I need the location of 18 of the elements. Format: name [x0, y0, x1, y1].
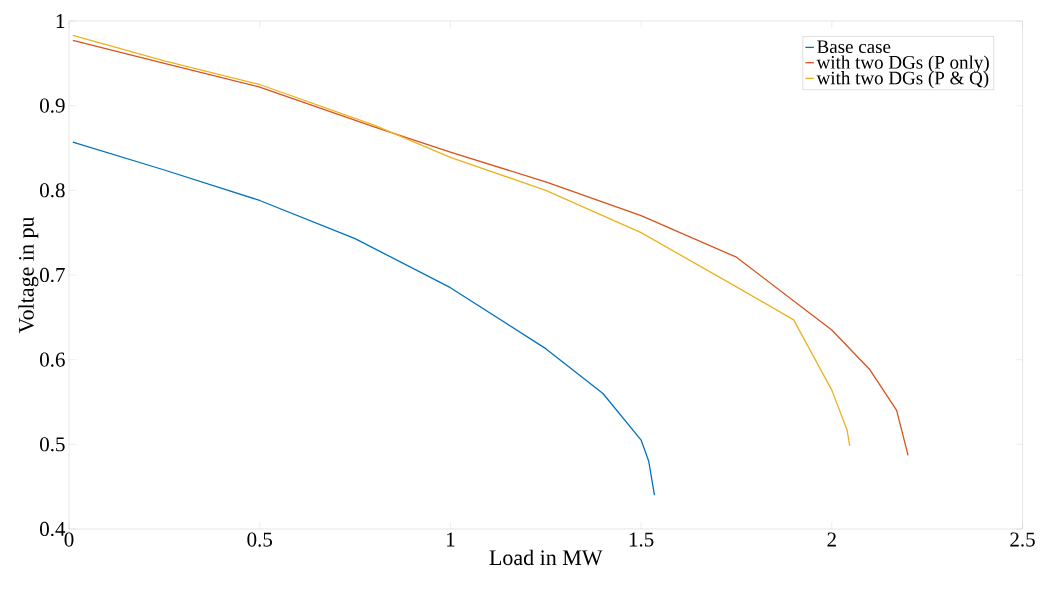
y-tick-label: 0.7 [40, 267, 65, 283]
line-series [72, 141, 656, 496]
y-tick-label: 0.8 [40, 183, 65, 198]
y-tick-label: 0.9 [40, 98, 65, 113]
x-tick-label: 0 [64, 532, 74, 547]
x-tick-label: 1 [447, 532, 455, 547]
y-axis-title: Voltage in pu [18, 216, 39, 334]
y-tick-label: 1 [56, 14, 65, 28]
y-tick-label: 0.4 [40, 521, 66, 537]
legend-label: Base case [817, 40, 891, 54]
x-tick-label: 0.5 [247, 532, 273, 547]
y-tick-label: 0.6 [40, 352, 65, 367]
x-tick-label: 2.5 [1010, 532, 1035, 547]
x-tick-label: 1.5 [629, 532, 654, 547]
x-tick-label: 2 [827, 532, 836, 547]
y-tick-label: 0.5 [40, 437, 65, 452]
legend-label: with two DGs (P & Q) [816, 71, 989, 89]
x-axis-title: Load in MW [489, 549, 603, 566]
